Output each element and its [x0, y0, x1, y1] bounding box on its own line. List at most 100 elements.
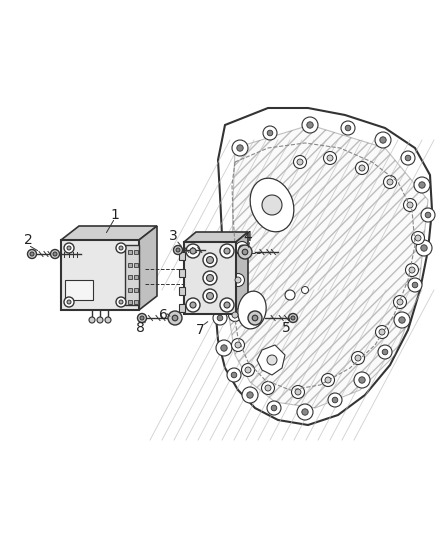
Polygon shape: [61, 226, 157, 240]
Circle shape: [97, 317, 103, 323]
Circle shape: [64, 243, 74, 253]
Circle shape: [295, 389, 301, 395]
Circle shape: [405, 155, 411, 161]
Bar: [134, 300, 138, 304]
Bar: [128, 275, 131, 279]
Circle shape: [408, 278, 422, 292]
Circle shape: [245, 367, 251, 373]
Circle shape: [213, 311, 227, 325]
Bar: [128, 287, 131, 292]
Circle shape: [242, 387, 258, 403]
Circle shape: [355, 355, 361, 361]
Circle shape: [324, 151, 336, 165]
Circle shape: [407, 202, 413, 208]
Bar: [128, 262, 131, 266]
Circle shape: [168, 311, 182, 325]
Text: 3: 3: [169, 229, 177, 243]
Bar: [179, 304, 185, 312]
Bar: [179, 269, 185, 277]
Text: 7: 7: [196, 323, 205, 337]
Polygon shape: [215, 108, 432, 425]
Circle shape: [217, 315, 223, 321]
Text: 2: 2: [24, 233, 32, 247]
Circle shape: [416, 240, 432, 256]
Circle shape: [206, 256, 213, 263]
Circle shape: [232, 273, 244, 287]
Circle shape: [119, 246, 123, 250]
Bar: [184, 242, 236, 314]
Circle shape: [216, 340, 232, 356]
Circle shape: [409, 267, 415, 273]
Polygon shape: [184, 232, 248, 242]
Circle shape: [394, 312, 410, 328]
Circle shape: [267, 130, 273, 136]
Circle shape: [307, 122, 313, 128]
Circle shape: [356, 161, 368, 174]
Circle shape: [89, 317, 95, 323]
Circle shape: [203, 271, 217, 285]
Circle shape: [302, 409, 308, 415]
Bar: [134, 262, 138, 266]
Bar: [128, 250, 131, 254]
Circle shape: [116, 243, 126, 253]
Circle shape: [397, 299, 403, 305]
Circle shape: [302, 117, 318, 133]
Circle shape: [190, 302, 196, 308]
Circle shape: [173, 246, 183, 254]
Circle shape: [206, 293, 213, 300]
Text: 1: 1: [110, 208, 120, 222]
Circle shape: [327, 155, 333, 161]
Circle shape: [67, 246, 71, 250]
Circle shape: [387, 179, 393, 185]
Circle shape: [227, 368, 241, 382]
Bar: [134, 250, 138, 254]
Circle shape: [248, 311, 262, 325]
Circle shape: [203, 289, 217, 303]
Circle shape: [229, 309, 241, 321]
Circle shape: [263, 126, 277, 140]
Circle shape: [221, 345, 227, 351]
Circle shape: [425, 212, 431, 218]
Circle shape: [285, 290, 295, 300]
Circle shape: [262, 195, 282, 215]
Circle shape: [218, 245, 232, 259]
Circle shape: [393, 295, 406, 309]
Circle shape: [206, 274, 213, 281]
Circle shape: [411, 231, 424, 245]
Circle shape: [190, 248, 196, 254]
Ellipse shape: [238, 291, 266, 329]
Circle shape: [116, 297, 126, 307]
Circle shape: [235, 277, 241, 283]
Polygon shape: [236, 232, 248, 314]
Circle shape: [30, 252, 34, 256]
Circle shape: [289, 313, 297, 322]
Bar: [179, 287, 185, 295]
Circle shape: [359, 165, 365, 171]
Bar: [134, 287, 138, 292]
Circle shape: [301, 287, 308, 294]
Circle shape: [119, 300, 123, 304]
Circle shape: [252, 315, 258, 321]
Circle shape: [267, 355, 277, 365]
Circle shape: [176, 248, 180, 252]
Circle shape: [186, 244, 200, 258]
Circle shape: [203, 253, 217, 267]
Circle shape: [354, 372, 370, 388]
Circle shape: [235, 342, 241, 348]
Circle shape: [421, 245, 427, 251]
Circle shape: [247, 392, 253, 398]
Bar: [65, 280, 93, 300]
Circle shape: [28, 249, 36, 259]
Text: 4: 4: [244, 230, 252, 244]
Circle shape: [236, 241, 248, 254]
Text: 6: 6: [159, 308, 167, 322]
Circle shape: [292, 385, 304, 399]
Circle shape: [384, 175, 396, 189]
Bar: [125, 245, 139, 305]
Circle shape: [67, 300, 71, 304]
Circle shape: [345, 125, 351, 131]
Circle shape: [291, 316, 295, 320]
Circle shape: [414, 177, 430, 193]
Bar: [128, 300, 131, 304]
Circle shape: [293, 156, 307, 168]
